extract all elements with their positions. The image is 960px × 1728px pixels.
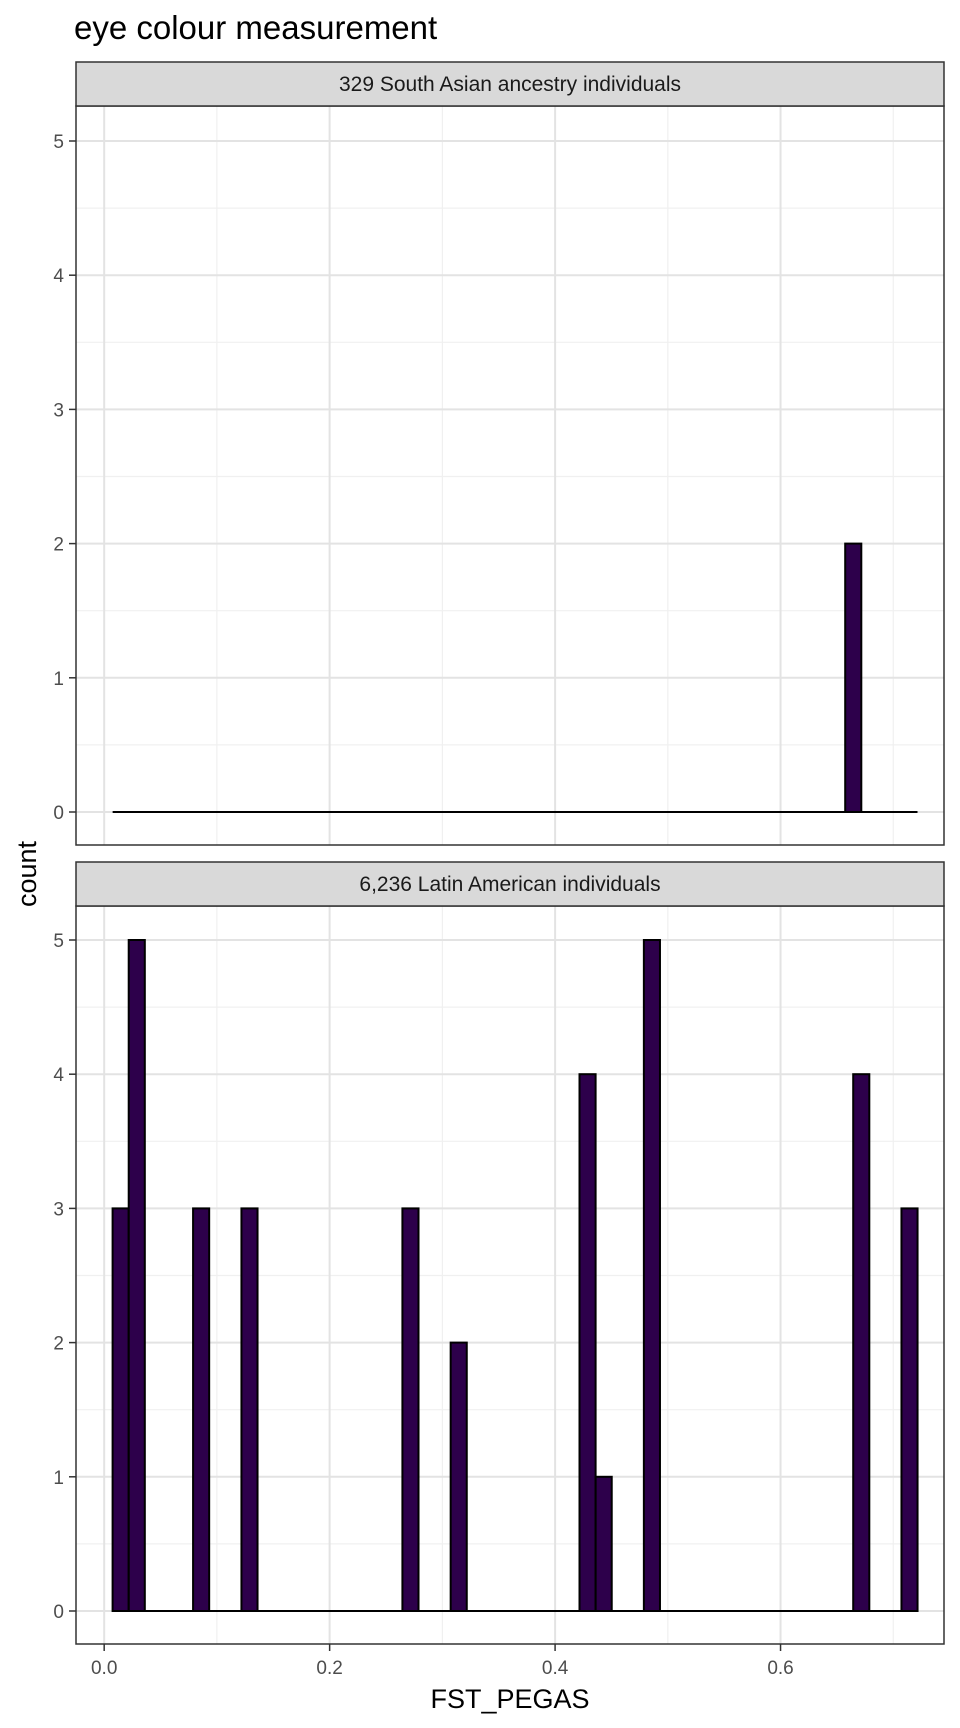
y-tick-label: 0 bbox=[53, 1602, 64, 1623]
y-tick-label: 5 bbox=[53, 931, 64, 952]
y-tick-label: 4 bbox=[53, 266, 64, 287]
y-axis-title: count bbox=[12, 840, 42, 907]
histogram-bar bbox=[449, 1341, 468, 1612]
histogram-bar bbox=[844, 542, 863, 813]
histogram-bar bbox=[192, 1207, 211, 1613]
y-tick-label: 2 bbox=[53, 1334, 64, 1355]
facet-strip-label: 329 South Asian ancestry individuals bbox=[339, 73, 681, 96]
facet-strip bbox=[75, 861, 945, 907]
y-tick-label: 1 bbox=[53, 669, 64, 690]
histogram-bar bbox=[240, 1207, 259, 1613]
y-tick-label: 0 bbox=[53, 803, 64, 824]
histogram-bar bbox=[578, 1073, 597, 1612]
histogram-bar bbox=[594, 1475, 613, 1613]
facet-panel: 6,236 Latin American individuals 0 1 2 3 4 5 bbox=[53, 861, 945, 1645]
histogram-bar bbox=[900, 1207, 919, 1613]
panel-background bbox=[76, 106, 944, 845]
histogram-bar bbox=[127, 939, 146, 1612]
histogram-bar bbox=[642, 939, 661, 1612]
facet-strip-label: 6,236 Latin American individuals bbox=[359, 873, 660, 896]
x-tick-label: 0.0 bbox=[91, 1658, 117, 1679]
x-tick-label: 0.4 bbox=[542, 1658, 569, 1679]
x-tick-label: 0.6 bbox=[767, 1658, 793, 1679]
chart-title: eye colour measurement bbox=[74, 9, 438, 46]
histogram-bar bbox=[111, 1207, 130, 1613]
facet-strip bbox=[75, 61, 945, 107]
x-axis-title: FST_PEGAS bbox=[430, 1684, 589, 1714]
y-tick-label: 4 bbox=[53, 1065, 64, 1086]
x-tick-label: 0.2 bbox=[316, 1658, 342, 1679]
y-tick-label: 3 bbox=[53, 1199, 64, 1220]
y-tick-label: 3 bbox=[53, 400, 64, 421]
y-tick-label: 2 bbox=[53, 535, 64, 556]
y-tick-label: 1 bbox=[53, 1468, 64, 1489]
facet-panel: 329 South Asian ancestry individuals 0 1 2 3… bbox=[53, 61, 945, 846]
y-tick-label: 5 bbox=[53, 132, 64, 153]
histogram-bar bbox=[401, 1207, 420, 1613]
histogram-bar bbox=[852, 1073, 871, 1612]
